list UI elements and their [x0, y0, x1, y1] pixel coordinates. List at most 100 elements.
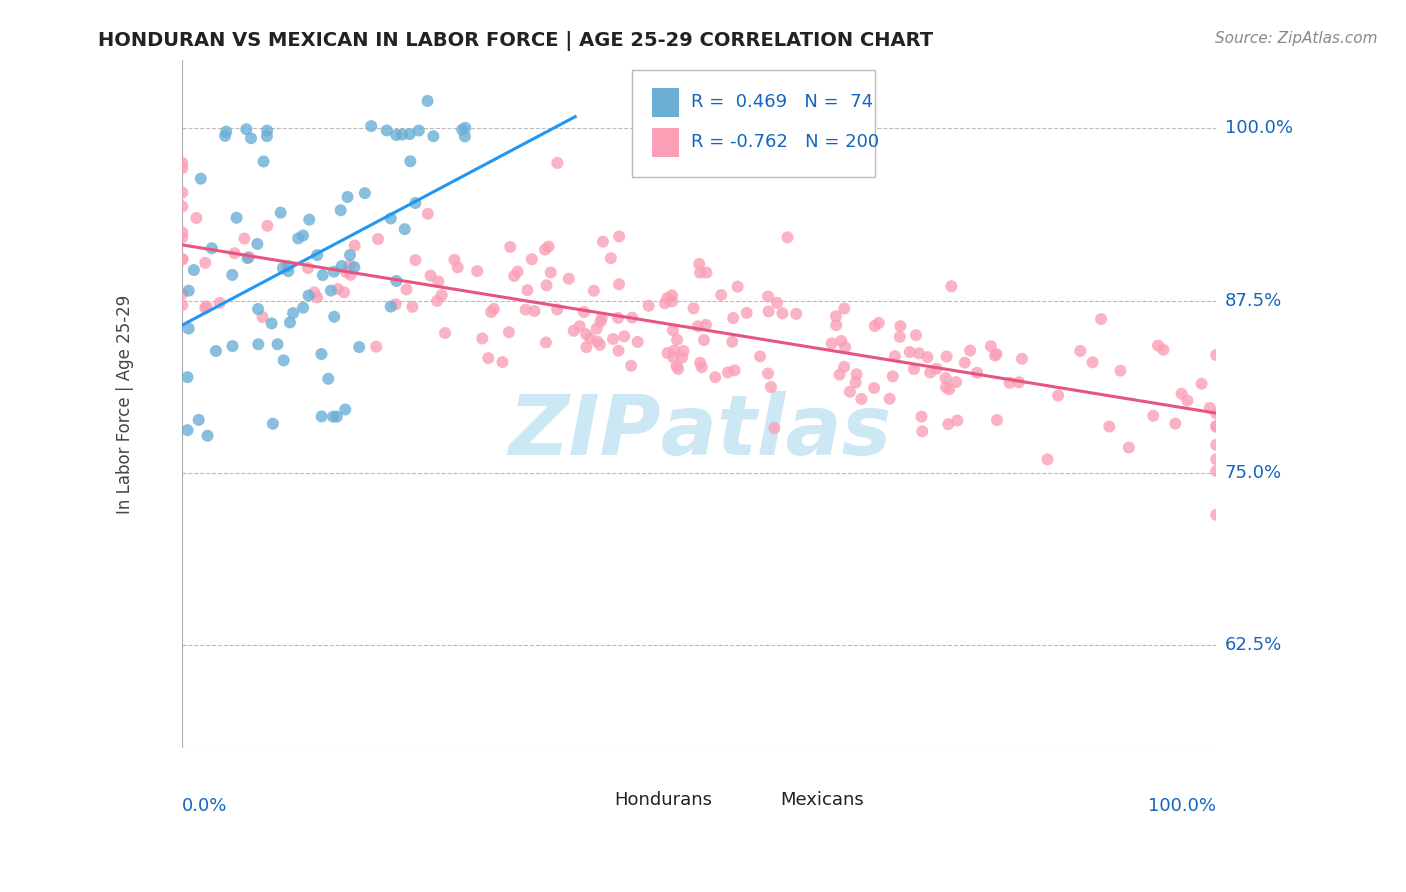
Point [534, 335, 557, 350]
Text: 62.5%: 62.5% [1225, 636, 1282, 654]
Point [986, 347, 1008, 361]
Point [717, 365, 740, 379]
Text: Hondurans: Hondurans [614, 791, 713, 809]
Point [562, 324, 585, 338]
Text: In Labor Force | Age 25-29: In Labor Force | Age 25-29 [117, 294, 135, 514]
Point [298, 212, 321, 227]
Point [503, 268, 526, 283]
Point [256, 123, 278, 137]
Point [585, 321, 607, 335]
Point [749, 350, 772, 364]
Point [868, 316, 890, 330]
Point [252, 310, 274, 324]
Point [710, 288, 733, 302]
Point [986, 413, 1008, 427]
Point [187, 413, 209, 427]
Point [499, 240, 522, 254]
Point [354, 186, 377, 201]
Point [172, 161, 194, 175]
Point [579, 331, 602, 345]
Point [1011, 351, 1033, 366]
Point [839, 384, 862, 399]
Point [385, 128, 408, 142]
Point [404, 196, 426, 211]
Point [177, 321, 200, 335]
Point [516, 283, 538, 297]
Point [416, 94, 439, 108]
Point [183, 263, 205, 277]
Point [471, 331, 494, 345]
Point [582, 284, 605, 298]
Point [1142, 409, 1164, 423]
Text: 100.0%: 100.0% [1149, 797, 1216, 814]
Point [946, 413, 969, 427]
Point [221, 339, 243, 353]
Point [688, 257, 710, 271]
Point [589, 315, 612, 329]
Point [319, 284, 342, 298]
Point [825, 309, 848, 323]
Point [297, 260, 319, 275]
Point [953, 356, 976, 370]
Point [935, 380, 957, 394]
Point [311, 409, 333, 424]
Point [735, 306, 758, 320]
Point [575, 340, 598, 354]
Point [235, 122, 257, 136]
Point [785, 307, 807, 321]
Point [454, 120, 477, 135]
Point [592, 235, 614, 249]
Point [889, 319, 911, 334]
Point [935, 350, 957, 364]
Point [572, 305, 595, 319]
Point [1036, 452, 1059, 467]
Point [262, 417, 284, 431]
Point [252, 154, 274, 169]
Point [172, 186, 194, 200]
Point [558, 271, 581, 285]
Text: Source: ZipAtlas.com: Source: ZipAtlas.com [1215, 31, 1378, 46]
Point [602, 332, 624, 346]
Point [233, 231, 256, 245]
Point [671, 351, 693, 365]
Point [910, 409, 932, 424]
Point [1191, 376, 1213, 391]
Point [1205, 348, 1227, 362]
Point [689, 356, 711, 370]
Text: 100.0%: 100.0% [1225, 120, 1292, 137]
Point [657, 291, 679, 305]
Point [723, 363, 745, 377]
Point [443, 252, 465, 267]
Point [246, 236, 269, 251]
Point [834, 340, 856, 354]
Text: R =  0.469   N =  74: R = 0.469 N = 74 [690, 94, 873, 112]
Point [360, 119, 382, 133]
Point [333, 285, 356, 300]
Point [395, 282, 418, 296]
Point [1008, 376, 1031, 390]
Point [326, 409, 349, 424]
Point [1109, 364, 1132, 378]
Point [225, 211, 247, 225]
Point [889, 330, 911, 344]
Point [945, 375, 967, 389]
Point [620, 359, 643, 373]
Point [343, 260, 366, 274]
Point [236, 251, 259, 265]
Point [176, 423, 198, 437]
Point [419, 268, 441, 283]
Point [721, 311, 744, 326]
Point [832, 359, 855, 374]
Point [194, 256, 217, 270]
Point [292, 301, 315, 315]
Point [208, 296, 231, 310]
Point [311, 347, 333, 361]
Point [637, 299, 659, 313]
Point [172, 200, 194, 214]
Text: R = -0.762   N = 200: R = -0.762 N = 200 [690, 133, 879, 152]
Point [385, 274, 408, 288]
Point [1205, 419, 1227, 434]
Point [221, 268, 243, 282]
Point [1147, 338, 1170, 352]
Point [627, 334, 650, 349]
